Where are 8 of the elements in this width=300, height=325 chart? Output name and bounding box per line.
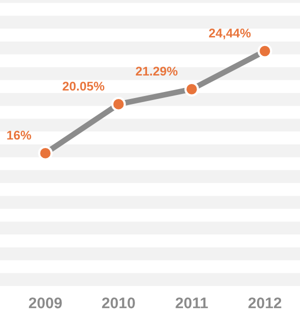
x-tick-label: 2009 [28, 298, 62, 308]
data-label: 20.05% [62, 82, 104, 91]
x-tick-label: 2011 [176, 298, 208, 308]
data-label: 21.29% [136, 66, 178, 76]
x-tick-label: 2010 [102, 298, 135, 308]
data-label: 24,44% [209, 28, 251, 40]
data-label: 16% [7, 130, 32, 140]
x-tick-label: 2012 [248, 298, 282, 308]
